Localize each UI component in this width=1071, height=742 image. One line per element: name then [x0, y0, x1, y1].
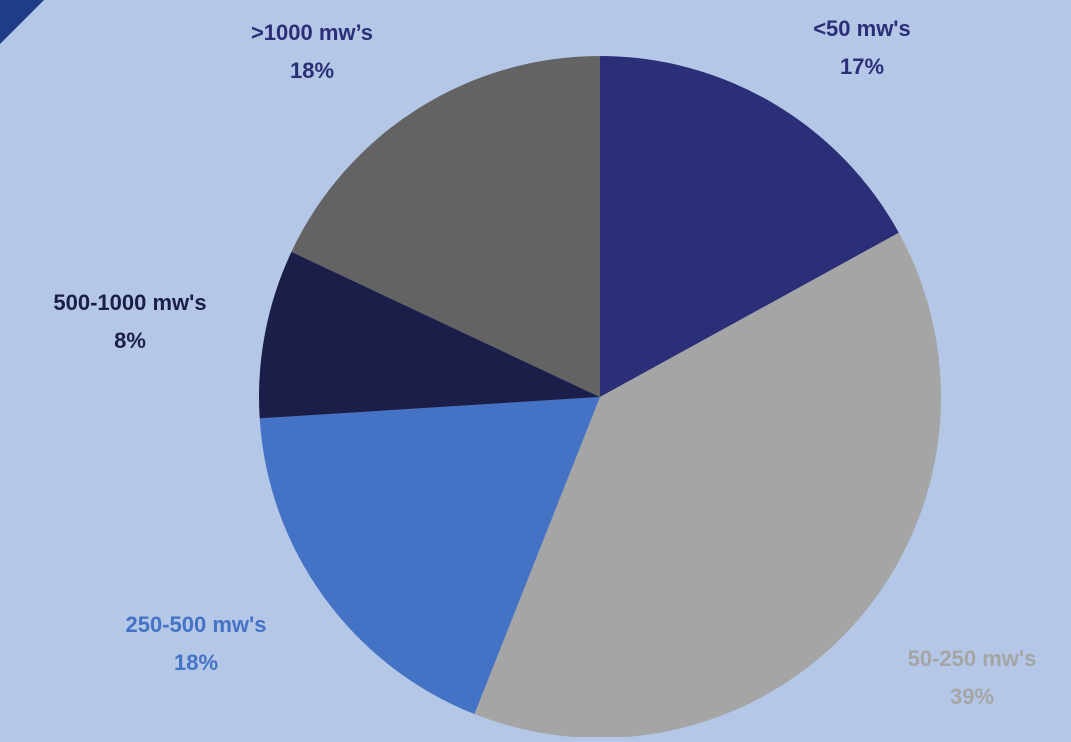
- slice-value-label-1: 39%: [950, 684, 994, 709]
- slice-value-label-0: 17%: [840, 54, 884, 79]
- pie-slice-3: [258, 251, 600, 419]
- pie-slice-2: [259, 397, 600, 715]
- pie-slice-0: [600, 56, 899, 397]
- slice-label-2: 250-500 mw's: [126, 612, 267, 637]
- slice-value-label-2: 18%: [174, 650, 218, 675]
- slice-label-0: <50 mw's: [813, 16, 911, 41]
- slice-value-label-3: 8%: [114, 328, 146, 353]
- slice-label-4: >1000 mw’s: [251, 20, 373, 45]
- slice-label-1: 50-250 mw's: [908, 646, 1037, 671]
- slice-value-label-4: 18%: [290, 58, 334, 83]
- slice-label-3: 500-1000 mw's: [53, 290, 206, 315]
- pie-slice-1: [474, 232, 941, 738]
- corner-accent-decoration: [0, 0, 44, 44]
- pie-slice-4: [291, 56, 600, 397]
